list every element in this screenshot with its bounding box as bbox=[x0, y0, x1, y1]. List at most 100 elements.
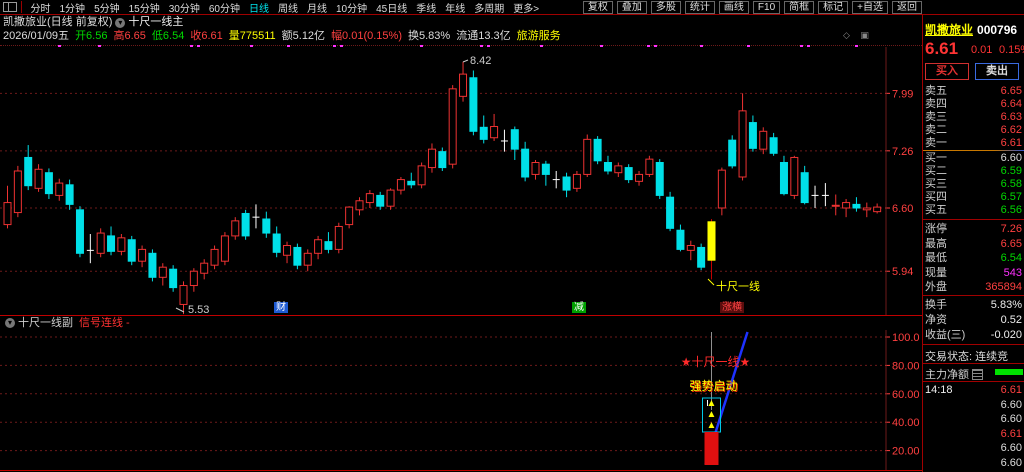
action-button-标记[interactable]: 标记 bbox=[818, 0, 849, 14]
up-candle bbox=[158, 266, 167, 278]
price-change: 0.01 bbox=[971, 44, 993, 56]
sub-indicator-chart[interactable]: 100.080.0060.0040.0020.00★十尺一线★强势启动强势启动▲… bbox=[0, 330, 922, 470]
period-tab-更多>[interactable]: 更多> bbox=[513, 3, 540, 15]
tick-price: 6.61 bbox=[1000, 427, 1022, 440]
sub-indicator-menu-icon[interactable]: ▾ bbox=[5, 318, 15, 328]
sell-button[interactable]: 卖出 bbox=[975, 63, 1019, 80]
stat-value: 365894 bbox=[985, 281, 1022, 293]
level-label: 买五 bbox=[925, 204, 947, 216]
chart-title-row: 凯撒旅业(日线 前复权) ▾ 十尺一线主 bbox=[3, 16, 183, 29]
sub-axis-label: 60.00 bbox=[892, 389, 920, 401]
tick-trade-list[interactable]: 14:18 6.61 6.60 6.60 6.61 6.60 6.60 bbox=[923, 383, 1024, 470]
date-dot bbox=[98, 45, 101, 47]
down-candle bbox=[603, 161, 612, 172]
up-candle bbox=[345, 206, 354, 226]
quote-level-row[interactable]: 买二 6.59 bbox=[923, 165, 1024, 178]
signal-tag-减: 减 bbox=[572, 302, 586, 313]
info-field: 额5.12亿 bbox=[281, 30, 326, 42]
down-candle bbox=[541, 163, 550, 175]
date-dot bbox=[800, 45, 803, 47]
action-button-画线[interactable]: 画线 bbox=[718, 0, 749, 14]
quote-level-row[interactable]: 卖四 6.64 bbox=[923, 98, 1024, 111]
down-candle bbox=[479, 126, 488, 140]
up-candle bbox=[314, 239, 323, 254]
period-tab-分时[interactable]: 分时 bbox=[30, 3, 51, 15]
pane-divider[interactable] bbox=[0, 315, 922, 316]
up-candle bbox=[55, 182, 64, 196]
window-corner-icons[interactable]: ◇ ▣ bbox=[843, 30, 873, 40]
sub-axis-label: 100.0 bbox=[892, 332, 920, 344]
sub-indicator-header: ▾ 十尺一线副 信号连线 - bbox=[2, 317, 130, 329]
period-tab-月线[interactable]: 月线 bbox=[307, 3, 327, 15]
date-dot bbox=[250, 45, 253, 47]
indicator-menu-icon[interactable]: ▾ bbox=[115, 17, 126, 28]
panel-stock-name[interactable]: 凯撒旅业 bbox=[925, 23, 974, 37]
period-tab-60分钟[interactable]: 60分钟 bbox=[208, 3, 240, 15]
level-price: 6.62 bbox=[1000, 124, 1022, 136]
candlestick-chart[interactable]: 7.99 7.26 6.60 5.94 8.42 5.53 十尺一线 bbox=[0, 47, 922, 315]
down-candle bbox=[510, 129, 519, 150]
up-candle bbox=[365, 193, 374, 204]
period-tab-季线[interactable]: 季线 bbox=[416, 3, 437, 15]
quote-level-row[interactable]: 买三 6.58 bbox=[923, 178, 1024, 191]
down-candle bbox=[469, 77, 478, 132]
trade-date: 2026/01/09五 bbox=[3, 30, 70, 42]
stat-row: 净资 0.52 bbox=[923, 313, 1024, 328]
date-dot bbox=[287, 45, 290, 47]
action-button-简框[interactable]: 简框 bbox=[784, 0, 815, 14]
down-candle bbox=[24, 156, 33, 187]
window-layout-icon[interactable] bbox=[3, 2, 17, 12]
action-button-F10[interactable]: F10 bbox=[752, 0, 781, 14]
trade-status: 交易状态: 连续竞 bbox=[925, 351, 1009, 363]
quote-level-row[interactable]: 卖五 6.65 bbox=[923, 85, 1024, 98]
axis-label: 7.26 bbox=[892, 146, 913, 158]
period-tab-日线[interactable]: 日线 bbox=[249, 3, 269, 15]
date-dot bbox=[747, 45, 750, 47]
quote-level-row[interactable]: 买一 6.60 bbox=[923, 152, 1024, 165]
action-button-+自选[interactable]: +自选 bbox=[852, 0, 888, 14]
period-tab-10分钟[interactable]: 10分钟 bbox=[336, 3, 368, 15]
up-candle bbox=[490, 126, 499, 139]
action-button-复权[interactable]: 复权 bbox=[582, 0, 613, 14]
quote-level-row[interactable]: 买五 6.56 bbox=[923, 204, 1024, 217]
period-tab-5分钟[interactable]: 5分钟 bbox=[94, 3, 120, 15]
level-price: 6.59 bbox=[1000, 165, 1022, 177]
date-dot bbox=[654, 45, 657, 47]
action-button-多股[interactable]: 多股 bbox=[650, 0, 681, 14]
sub-axis-label: 40.00 bbox=[892, 417, 920, 429]
period-tab-1分钟[interactable]: 1分钟 bbox=[59, 3, 86, 15]
sector-link[interactable]: 旅游服务 bbox=[516, 30, 561, 42]
period-tab-15分钟[interactable]: 15分钟 bbox=[128, 3, 160, 15]
down-candle bbox=[676, 229, 685, 250]
down-candle bbox=[407, 180, 416, 186]
info-field: 收6.61 bbox=[190, 30, 223, 42]
up-candle bbox=[427, 148, 436, 169]
tick-row: 6.60 bbox=[923, 398, 1024, 413]
up-triangle-icon: ▲ bbox=[707, 409, 717, 420]
period-tab-45日线[interactable]: 45日线 bbox=[376, 3, 408, 15]
stat-value: 543 bbox=[1003, 266, 1022, 279]
toolbar-underline bbox=[0, 14, 1024, 15]
period-tab-多周期[interactable]: 多周期 bbox=[474, 3, 505, 15]
date-dot bbox=[540, 45, 543, 47]
main-net-row[interactable]: 主力净额 bbox=[925, 366, 983, 382]
quote-level-row[interactable]: 买四 6.57 bbox=[923, 191, 1024, 204]
up-candle bbox=[635, 173, 644, 182]
action-button-统计[interactable]: 统计 bbox=[684, 0, 715, 14]
quote-level-row[interactable]: 卖一 6.61 bbox=[923, 137, 1024, 150]
date-dot bbox=[807, 45, 810, 47]
quote-level-row[interactable]: 卖三 6.63 bbox=[923, 111, 1024, 124]
up-candle bbox=[210, 248, 219, 266]
buy-button[interactable]: 买入 bbox=[925, 63, 969, 80]
level-label: 买四 bbox=[925, 191, 947, 203]
action-button-叠加[interactable]: 叠加 bbox=[616, 0, 647, 14]
period-tab-周线[interactable]: 周线 bbox=[278, 3, 298, 15]
action-button-返回[interactable]: 返回 bbox=[892, 0, 922, 14]
quote-level-row[interactable]: 卖二 6.62 bbox=[923, 124, 1024, 137]
up-candle bbox=[200, 262, 209, 274]
period-tab-30分钟[interactable]: 30分钟 bbox=[168, 3, 200, 15]
sub-axis-label: 80.00 bbox=[892, 360, 920, 372]
date-dot bbox=[487, 45, 490, 47]
period-tab-年线[interactable]: 年线 bbox=[445, 3, 466, 15]
tick-price: 6.61 bbox=[1000, 384, 1022, 396]
